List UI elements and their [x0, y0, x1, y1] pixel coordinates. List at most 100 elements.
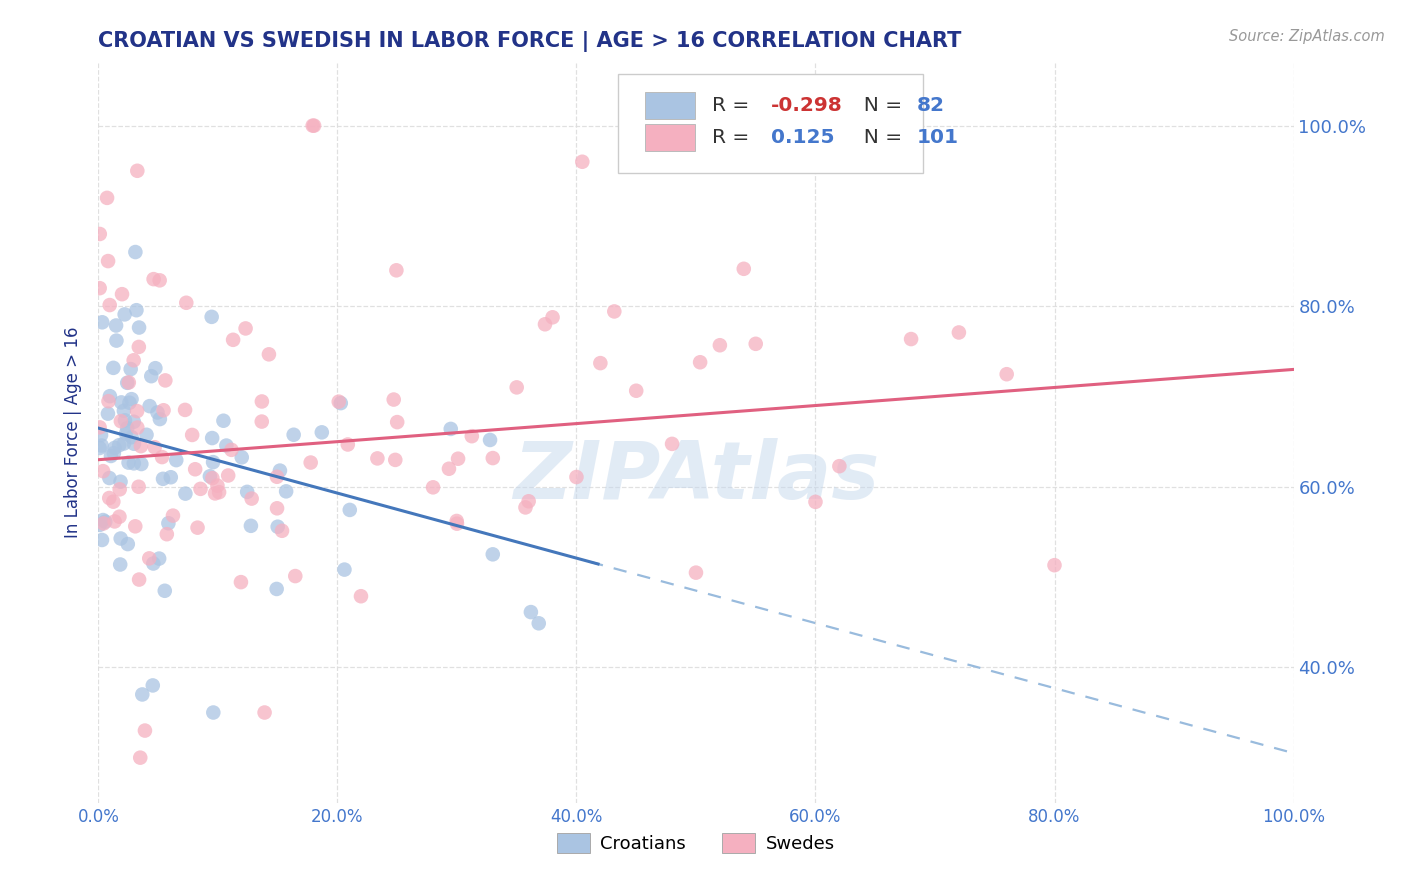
Point: [481, 547, 503, 561]
Point: [127, 163, 149, 178]
Point: [90, 428, 112, 442]
Point: [235, 321, 257, 335]
Point: [181, 428, 204, 442]
Point: [128, 573, 150, 587]
Point: [239, 518, 262, 533]
Point: [948, 326, 970, 340]
Point: [222, 333, 245, 347]
Point: [98, 298, 121, 312]
Point: [89, 420, 111, 434]
Point: [276, 484, 298, 499]
Point: [157, 516, 180, 531]
Point: [134, 723, 156, 738]
Point: [422, 480, 444, 494]
Point: [142, 678, 165, 692]
Point: [437, 461, 460, 475]
Point: [153, 583, 176, 598]
Point: [506, 380, 529, 394]
Point: [283, 427, 305, 442]
Point: [217, 468, 239, 483]
Point: [146, 405, 169, 419]
Point: [333, 563, 356, 577]
Point: [155, 373, 177, 387]
Point: [118, 376, 141, 390]
Point: [165, 453, 187, 467]
Point: [90, 438, 112, 452]
FancyBboxPatch shape: [619, 73, 922, 173]
Point: [103, 360, 125, 375]
Point: [446, 516, 468, 531]
Point: [174, 403, 197, 417]
Point: [124, 519, 146, 533]
Point: [215, 439, 238, 453]
Point: [104, 441, 127, 455]
Point: [571, 154, 593, 169]
Point: [89, 517, 111, 532]
Point: [108, 558, 131, 572]
Point: [129, 750, 152, 764]
Point: [97, 394, 120, 409]
Point: [110, 532, 132, 546]
Point: [98, 491, 121, 505]
Point: [995, 368, 1018, 382]
Point: [689, 355, 711, 369]
Point: [91, 464, 114, 478]
Point: [114, 307, 136, 321]
Point: [204, 486, 226, 500]
Point: [481, 451, 505, 466]
Point: [284, 569, 307, 583]
Point: [124, 245, 146, 260]
Point: [152, 403, 174, 417]
Point: [117, 537, 139, 551]
Point: [187, 521, 209, 535]
Point: [120, 362, 142, 376]
Point: [565, 470, 588, 484]
Point: [301, 119, 323, 133]
Text: ZIPAtlas: ZIPAtlas: [513, 438, 879, 516]
Point: [229, 575, 252, 590]
Point: [142, 557, 165, 571]
Point: [190, 482, 212, 496]
Point: [89, 441, 111, 455]
Y-axis label: In Labor Force | Age > 16: In Labor Force | Age > 16: [65, 326, 83, 539]
Point: [804, 495, 827, 509]
Point: [125, 303, 148, 318]
Point: [385, 415, 409, 429]
Point: [128, 340, 150, 354]
Point: [110, 414, 132, 428]
Point: [589, 356, 612, 370]
Point: [208, 485, 231, 500]
Point: [159, 470, 181, 484]
Point: [91, 533, 114, 547]
Text: 0.125: 0.125: [772, 128, 835, 146]
Point: [117, 376, 139, 390]
Point: [89, 227, 111, 241]
Point: [129, 439, 152, 453]
Point: [267, 519, 290, 533]
Point: [105, 318, 128, 333]
Point: [122, 456, 145, 470]
Point: [541, 310, 564, 325]
Point: [149, 273, 172, 287]
Point: [266, 469, 288, 483]
Point: [299, 456, 322, 470]
Point: [143, 440, 166, 454]
Point: [94, 515, 117, 529]
Point: [366, 451, 388, 466]
Point: [108, 438, 131, 452]
Point: [142, 272, 165, 286]
Point: [461, 429, 484, 443]
Point: [121, 392, 143, 406]
Point: [900, 332, 922, 346]
Point: [98, 471, 121, 485]
Point: [384, 453, 406, 467]
Point: [221, 442, 243, 457]
Point: [253, 706, 276, 720]
Point: [202, 706, 225, 720]
Point: [733, 261, 755, 276]
Point: [198, 469, 221, 483]
Point: [141, 369, 163, 384]
Point: [150, 450, 173, 464]
Point: [339, 503, 361, 517]
Point: [1043, 558, 1066, 573]
